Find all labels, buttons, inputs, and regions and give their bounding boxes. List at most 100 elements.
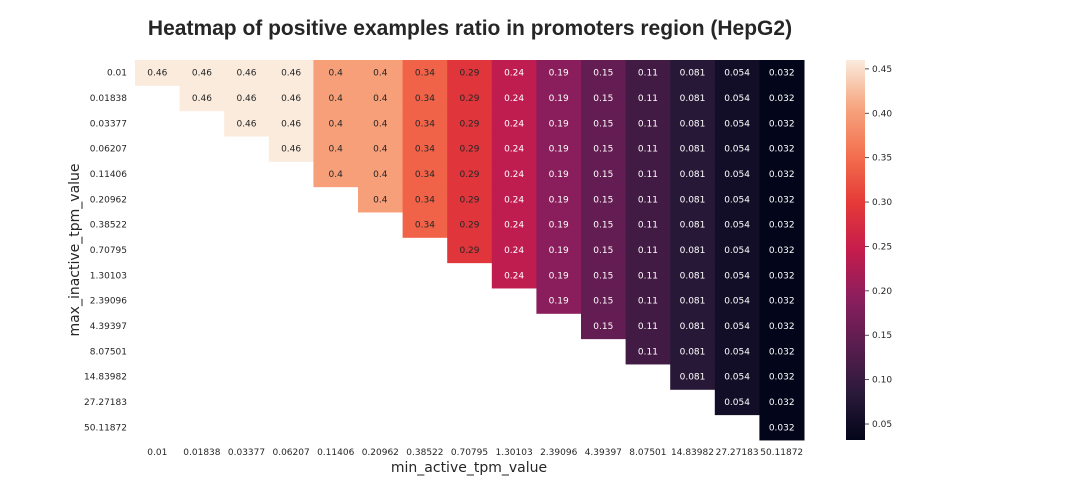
cell-value-label: 0.032 bbox=[769, 297, 795, 307]
cell-value-label: 0.19 bbox=[549, 195, 569, 205]
heatmap-cell bbox=[313, 135, 359, 162]
cell-value-label: 0.081 bbox=[680, 119, 706, 129]
heatmap-cell bbox=[759, 262, 805, 289]
cell-value-label: 0.15 bbox=[593, 69, 613, 79]
x-tick-label: 0.11406 bbox=[317, 448, 354, 458]
heatmap-cell bbox=[714, 85, 760, 112]
heatmap-cell bbox=[714, 313, 760, 340]
cell-value-label: 0.081 bbox=[680, 246, 706, 256]
cell-value-label: 0.032 bbox=[769, 246, 795, 256]
cell-value-label: 0.29 bbox=[459, 145, 479, 155]
colorbar-tick-label: 0.05 bbox=[872, 420, 892, 430]
cell-value-label: 0.054 bbox=[724, 322, 750, 332]
cell-value-label: 0.054 bbox=[724, 373, 750, 383]
colorbar-tick-label: 0.10 bbox=[872, 376, 892, 386]
heatmap-cell bbox=[268, 85, 314, 112]
heatmap-cell bbox=[313, 161, 359, 188]
cell-value-label: 0.11 bbox=[638, 246, 658, 256]
cell-value-label: 0.34 bbox=[415, 195, 435, 205]
cell-value-label: 0.24 bbox=[504, 271, 524, 281]
heatmap-cell bbox=[536, 161, 582, 188]
heatmap-cell bbox=[447, 161, 493, 188]
cell-value-label: 0.081 bbox=[680, 373, 706, 383]
heatmap-cell bbox=[358, 60, 404, 86]
cell-value-label: 0.19 bbox=[549, 221, 569, 231]
cell-value-label: 0.19 bbox=[549, 119, 569, 129]
cell-value-label: 0.032 bbox=[769, 119, 795, 129]
cell-value-label: 0.24 bbox=[504, 94, 524, 104]
colorbar-ticks: 0.45 0.40 0.35 0.30 0.25 0.20 0.15 0.10 0.05 bbox=[865, 65, 892, 430]
heatmap-cell bbox=[759, 186, 805, 213]
heatmap-cell bbox=[536, 110, 582, 137]
cell-value-label: 0.46 bbox=[281, 69, 301, 79]
heatmap-cell bbox=[670, 287, 716, 314]
heatmap-cell bbox=[447, 186, 493, 213]
heatmap-cell bbox=[714, 287, 760, 314]
cell-value-label: 0.24 bbox=[504, 145, 524, 155]
cell-value-label: 0.15 bbox=[593, 94, 613, 104]
heatmap-cell bbox=[759, 389, 805, 416]
heatmap-cell bbox=[625, 60, 671, 86]
colorbar-tick-label: 0.45 bbox=[872, 65, 892, 75]
cell-value-label: 0.032 bbox=[769, 347, 795, 357]
heatmap-cell bbox=[358, 135, 404, 162]
heatmap-cell bbox=[625, 211, 671, 238]
heatmap-cell bbox=[536, 287, 582, 314]
heatmap-cell bbox=[759, 414, 805, 441]
cell-value-label: 0.34 bbox=[415, 119, 435, 129]
heatmap-cell bbox=[447, 135, 493, 162]
cell-value-label: 0.19 bbox=[549, 145, 569, 155]
heatmap-cell bbox=[358, 186, 404, 213]
x-tick-label: 50.11872 bbox=[760, 448, 803, 458]
heatmap-cell bbox=[581, 110, 627, 137]
y-tick-label: 0.06207 bbox=[90, 145, 127, 155]
y-tick-labels: 0.01 0.01838 0.03377 0.06207 0.11406 0.20962 0… bbox=[84, 69, 127, 434]
x-tick-label: 4.39397 bbox=[585, 448, 622, 458]
cell-value-label: 0.46 bbox=[192, 69, 212, 79]
heatmap-cell bbox=[491, 211, 537, 238]
heatmap-cell bbox=[313, 85, 359, 112]
x-tick-label: 27.27183 bbox=[716, 448, 759, 458]
heatmap-cell bbox=[581, 161, 627, 188]
cell-value-label: 0.24 bbox=[504, 195, 524, 205]
cell-value-label: 0.032 bbox=[769, 398, 795, 408]
heatmap-cell bbox=[759, 338, 805, 365]
cell-value-label: 0.29 bbox=[459, 246, 479, 256]
heatmap-cell bbox=[759, 85, 805, 112]
cell-value-label: 0.081 bbox=[680, 94, 706, 104]
cell-value-label: 0.15 bbox=[593, 246, 613, 256]
heatmap-cell bbox=[402, 110, 448, 137]
cell-value-label: 0.34 bbox=[415, 145, 435, 155]
y-tick-label: 8.07501 bbox=[90, 347, 127, 357]
cell-value-label: 0.11 bbox=[638, 195, 658, 205]
heatmap-cell bbox=[714, 211, 760, 238]
heatmap-cell bbox=[759, 287, 805, 314]
x-tick-label: 2.39096 bbox=[540, 448, 577, 458]
y-tick-label: 4.39397 bbox=[90, 322, 127, 332]
cell-value-label: 0.054 bbox=[724, 195, 750, 205]
heatmap-cell bbox=[670, 186, 716, 213]
heatmap-cell bbox=[224, 85, 270, 112]
cell-value-label: 0.054 bbox=[724, 246, 750, 256]
heatmap-cell bbox=[625, 161, 671, 188]
cell-value-label: 0.15 bbox=[593, 297, 613, 307]
cell-value-label: 0.29 bbox=[459, 221, 479, 231]
heatmap-cell bbox=[224, 110, 270, 137]
cell-value-label: 0.19 bbox=[549, 69, 569, 79]
colorbar bbox=[846, 60, 865, 440]
heatmap-cell bbox=[536, 85, 582, 112]
y-tick-label: 14.83982 bbox=[84, 373, 127, 383]
heatmap-cell bbox=[268, 60, 314, 86]
cell-value-label: 0.15 bbox=[593, 195, 613, 205]
cell-value-label: 0.11 bbox=[638, 69, 658, 79]
y-axis-label: max_inactive_tpm_value bbox=[67, 163, 83, 336]
cell-value-label: 0.032 bbox=[769, 145, 795, 155]
x-tick-label: 0.01838 bbox=[183, 448, 220, 458]
heatmap-cell bbox=[402, 161, 448, 188]
cell-value-label: 0.032 bbox=[769, 69, 795, 79]
heatmap-cell bbox=[670, 135, 716, 162]
cell-value-label: 0.11 bbox=[638, 145, 658, 155]
heatmap-cell bbox=[625, 313, 671, 340]
cell-value-label: 0.4 bbox=[329, 69, 344, 79]
